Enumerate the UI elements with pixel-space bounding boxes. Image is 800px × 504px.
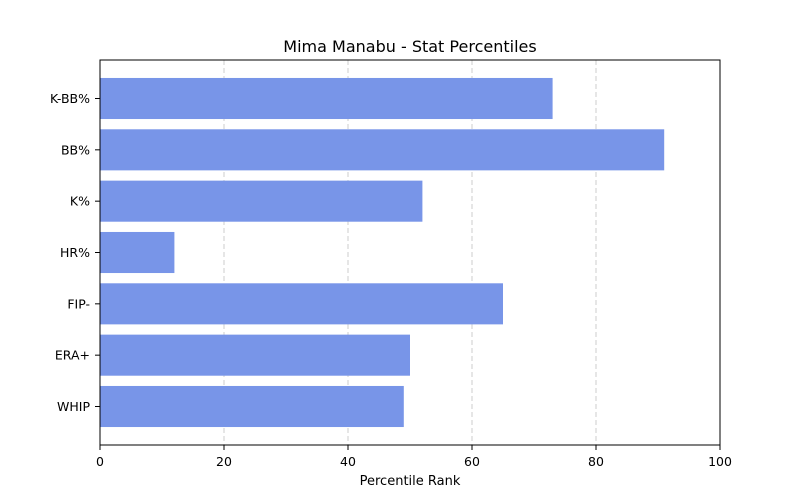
chart-title: Mima Manabu - Stat Percentiles: [283, 37, 536, 56]
y-tick-label: BB%: [61, 142, 90, 157]
y-axis-ticks: K-BB% BB% K% HR% FIP- ERA+ WHIP: [50, 91, 100, 414]
grid-lines: [223, 60, 597, 445]
x-tick-label: 20: [216, 454, 232, 469]
bar-fip-: FIP-: 65: [100, 283, 503, 325]
y-tick-label: K-BB%: [50, 91, 90, 106]
bar-era-: ERA+: 50: [100, 334, 410, 376]
y-tick-label: HR%: [60, 245, 90, 260]
bars: K-BB%: 73 BB%: 91 K%: 52 HR%: 12 FIP-: 65 ERA…: [100, 77, 665, 428]
bar-k-: K%: 52: [100, 180, 423, 222]
x-tick-label: 0: [96, 454, 104, 469]
x-tick-label: 100: [708, 454, 732, 469]
y-tick-label: ERA+: [55, 348, 90, 363]
x-tick-label: 40: [340, 454, 356, 469]
y-tick-label: FIP-: [67, 296, 90, 311]
y-tick-label: WHIP: [57, 399, 90, 414]
x-axis-label: Percentile Rank: [360, 474, 461, 489]
x-axis-ticks: 0 20 40 60 80 100: [96, 445, 732, 469]
bar-whip: WHIP: 49: [100, 385, 404, 428]
y-tick-label: K%: [70, 194, 90, 209]
bar-hr-: HR%: 12: [100, 231, 175, 274]
bar-bb-: BB%: 91: [100, 129, 665, 171]
x-tick-label: 60: [464, 454, 480, 469]
x-tick-label: 80: [588, 454, 604, 469]
bar-k-bb-: K-BB%: 73: [100, 77, 553, 120]
